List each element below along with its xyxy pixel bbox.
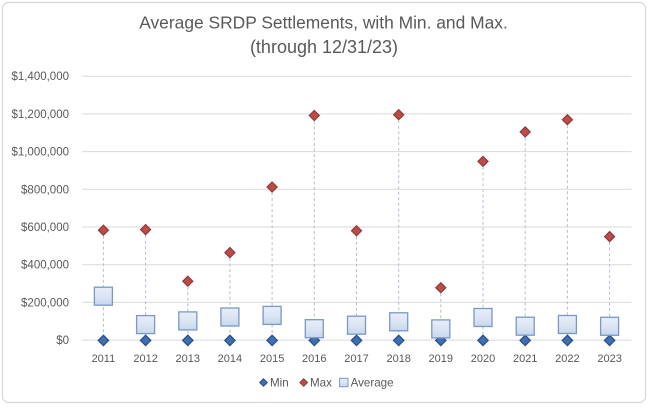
svg-text:2023: 2023 bbox=[597, 353, 621, 365]
svg-text:2021: 2021 bbox=[513, 353, 537, 365]
svg-text:$1,400,000: $1,400,000 bbox=[11, 71, 69, 83]
svg-text:Min: Min bbox=[270, 377, 289, 390]
svg-text:2011: 2011 bbox=[92, 353, 116, 365]
svg-text:2015: 2015 bbox=[260, 353, 284, 365]
svg-text:2012: 2012 bbox=[133, 353, 157, 365]
svg-text:$800,000: $800,000 bbox=[21, 184, 69, 196]
svg-text:2019: 2019 bbox=[429, 353, 453, 365]
svg-text:Max: Max bbox=[310, 377, 332, 390]
svg-text:2020: 2020 bbox=[471, 353, 495, 365]
svg-text:$1,200,000: $1,200,000 bbox=[11, 109, 69, 121]
svg-text:$0: $0 bbox=[56, 335, 69, 347]
svg-text:(through 12/31/23): (through 12/31/23) bbox=[250, 37, 398, 57]
svg-text:$200,000: $200,000 bbox=[21, 297, 69, 309]
svg-text:$400,000: $400,000 bbox=[21, 260, 69, 272]
svg-text:$1,000,000: $1,000,000 bbox=[11, 147, 69, 159]
svg-text:$600,000: $600,000 bbox=[21, 222, 69, 234]
svg-text:2014: 2014 bbox=[218, 353, 242, 365]
svg-text:2016: 2016 bbox=[302, 353, 326, 365]
svg-text:2013: 2013 bbox=[176, 353, 200, 365]
svg-text:Average SRDP Settlements, with: Average SRDP Settlements, with Min. and … bbox=[139, 13, 508, 33]
svg-text:2022: 2022 bbox=[555, 353, 579, 365]
svg-text:Average: Average bbox=[351, 377, 394, 390]
svg-text:2017: 2017 bbox=[344, 353, 368, 365]
svg-text:2018: 2018 bbox=[386, 353, 410, 365]
